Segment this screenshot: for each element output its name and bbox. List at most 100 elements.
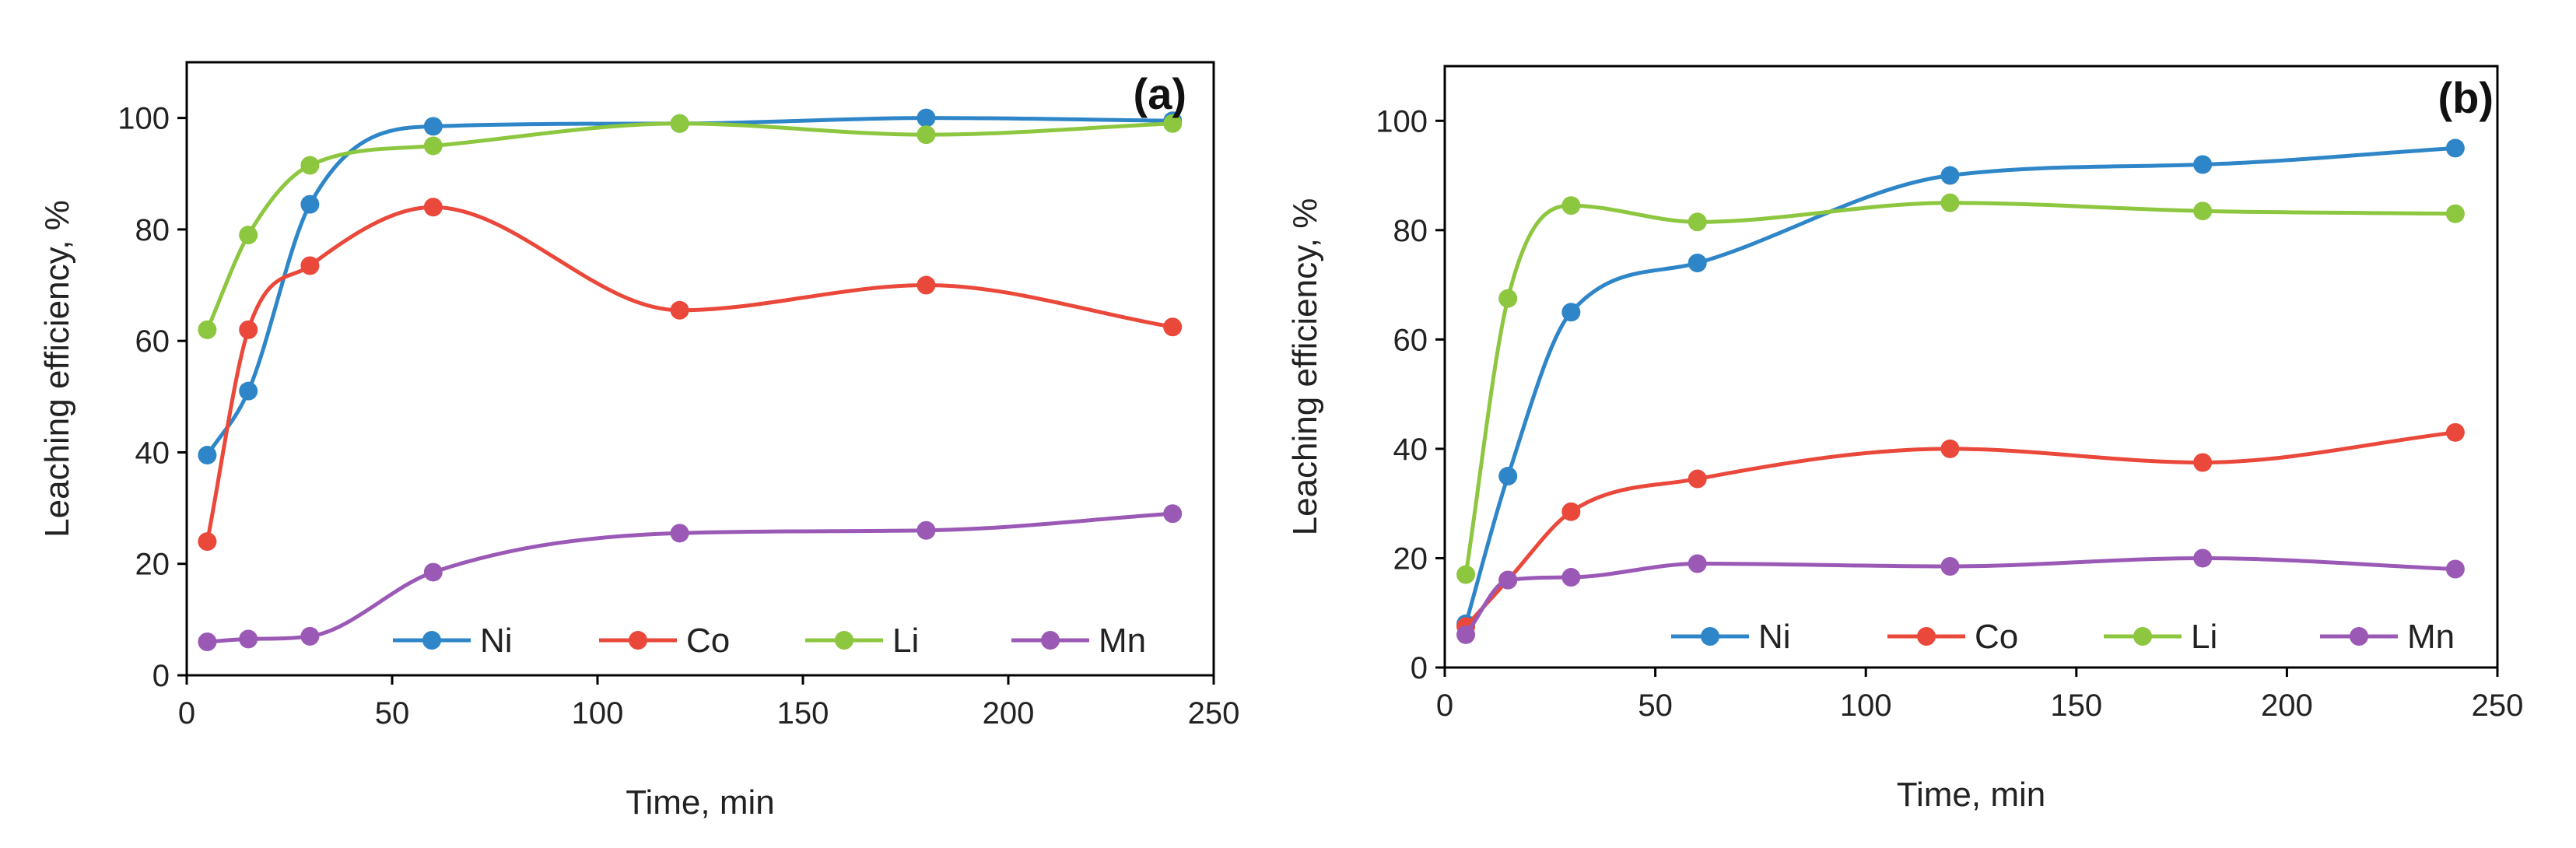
x-tick-label: 250 [1188, 696, 1240, 731]
data-point-mn [916, 520, 936, 540]
y-tick-label: 0 [152, 659, 170, 693]
data-point-mn [2193, 548, 2213, 568]
data-point-li [300, 156, 320, 175]
data-point-li [2193, 201, 2213, 221]
series-line-li [1463, 201, 2458, 576]
data-point-co [1940, 439, 1960, 458]
data-point-ni [1688, 253, 1707, 272]
data-point-ni [1561, 303, 1581, 322]
data-point-ni [2193, 155, 2213, 174]
data-point-ni [423, 117, 443, 136]
x-axis-title: Time, min [1897, 776, 2046, 814]
y-tick-label: 60 [1393, 323, 1428, 357]
x-tick-label: 0 [1436, 689, 1453, 723]
legend-marker [2133, 627, 2152, 646]
data-point-li [423, 136, 443, 156]
x-tick-label: 150 [777, 696, 829, 731]
y-tick-label: 40 [1393, 433, 1428, 467]
data-point-ni [198, 446, 217, 465]
y-tick-label: 20 [1393, 541, 1428, 576]
data-point-li [1498, 289, 1518, 308]
data-point-mn [239, 629, 258, 649]
data-point-mn [670, 524, 689, 543]
y-tick-label: 20 [135, 548, 170, 582]
x-tick-label: 0 [178, 696, 195, 731]
data-point-li [670, 114, 689, 133]
legend-item-li: Li [805, 622, 919, 660]
x-axis-title: Time, min [626, 783, 775, 822]
legend-item-ni: Ni [393, 622, 513, 660]
y-tick-label: 0 [1411, 651, 1428, 685]
series-line-li [205, 121, 1175, 332]
series-line-mn [1463, 556, 2458, 637]
y-tick-label: 100 [117, 102, 170, 136]
data-point-li [1940, 193, 1960, 212]
legend-marker [422, 631, 441, 650]
x-tick-label: 200 [2261, 689, 2313, 723]
data-point-li [1456, 565, 1476, 584]
data-point-mn [423, 562, 443, 582]
legend-marker [1041, 631, 1060, 650]
y-tick-label: 80 [135, 213, 170, 247]
y-axis-title: Leaching efficiency, % [1286, 198, 1324, 536]
data-point-mn [1688, 554, 1707, 573]
panel-label: (b) [2438, 73, 2494, 122]
y-tick-label: 100 [1376, 104, 1428, 138]
chart-panel-b: 0 50 100 150 200 250 0 20 40 60 80 100 Time, min Leac… [1286, 65, 2524, 814]
x-tick-label: 200 [983, 696, 1035, 731]
data-point-mn [198, 632, 217, 652]
data-point-li [1163, 114, 1183, 133]
data-point-co [1163, 317, 1183, 337]
data-point-co [670, 300, 689, 320]
legend-label: Co [686, 622, 730, 660]
legend-label: Li [2191, 618, 2217, 656]
data-point-mn [1498, 570, 1518, 590]
x-tick-label: 50 [1638, 689, 1673, 723]
series-line-co [1463, 430, 2458, 629]
data-point-co [300, 256, 320, 275]
chart-panel-a: 0 50 100 150 200 250 0 20 40 60 80 100 Time, min Leac… [38, 61, 1240, 822]
panel-label: (a) [1134, 69, 1186, 118]
data-point-co [1561, 502, 1581, 521]
y-tick-label: 80 [1393, 214, 1428, 248]
legend-marker [1917, 627, 1936, 646]
data-point-ni [2445, 138, 2465, 158]
data-point-ni [916, 108, 936, 128]
legend-label: Co [1975, 618, 2018, 656]
data-point-co [423, 198, 443, 217]
data-point-li [1561, 196, 1581, 216]
y-tick-label: 40 [135, 436, 170, 470]
legend-item-li: Li [2104, 618, 2217, 656]
data-point-ni [1498, 467, 1518, 486]
legend-item-mn: Mn [1011, 622, 1146, 660]
legend-label: Mn [2407, 618, 2455, 656]
legend-item-co: Co [1887, 618, 2018, 656]
y-tick-label: 60 [135, 324, 170, 359]
data-point-mn [300, 626, 320, 646]
legend-marker [1701, 627, 1719, 646]
legend-item-mn: Mn [2320, 618, 2455, 656]
plot-frame [185, 61, 1215, 677]
x-tick-label: 250 [2472, 689, 2524, 723]
series-line-ni [205, 116, 1175, 457]
data-point-mn [1456, 625, 1476, 644]
legend-marker [835, 631, 853, 650]
plot-frame [1443, 65, 2499, 669]
data-point-ni [300, 194, 320, 214]
data-point-co [2193, 453, 2213, 472]
legend-label: Li [892, 622, 919, 660]
legend-label: Ni [480, 622, 513, 660]
legend-marker [629, 631, 647, 650]
data-point-mn [1940, 556, 1960, 576]
data-point-co [916, 275, 936, 295]
data-point-co [198, 532, 217, 552]
data-point-li [198, 320, 217, 339]
data-point-ni [239, 381, 258, 401]
data-point-co [239, 320, 258, 339]
data-point-mn [1163, 504, 1183, 524]
data-point-mn [1561, 568, 1581, 587]
data-point-co [1688, 469, 1707, 489]
x-tick-label: 100 [572, 696, 624, 731]
data-point-li [2445, 204, 2465, 223]
